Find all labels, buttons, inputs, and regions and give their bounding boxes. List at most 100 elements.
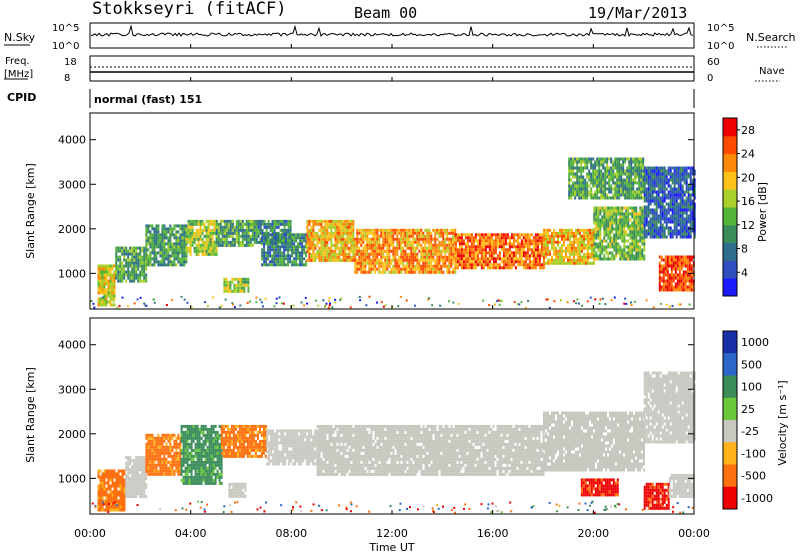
power-cell — [496, 236, 499, 240]
power-cell — [663, 208, 666, 212]
power-cell — [205, 246, 208, 250]
power-cell — [480, 263, 483, 267]
power-cell — [195, 237, 198, 241]
power-cell — [677, 217, 680, 221]
power-cell — [137, 267, 140, 271]
power-cell — [496, 233, 499, 237]
power-cell — [197, 222, 200, 226]
power-cell — [460, 239, 463, 243]
power-cell — [157, 236, 160, 240]
power-cell — [382, 264, 385, 268]
velocity-cell — [115, 478, 118, 482]
power-cell — [673, 175, 676, 179]
power-cell — [647, 181, 650, 185]
power-cell — [454, 248, 457, 252]
power-cell — [639, 206, 642, 210]
power-region — [145, 224, 188, 267]
power-cell — [169, 224, 172, 228]
power-cell — [680, 264, 683, 268]
power-cell — [693, 232, 696, 236]
cpid-strip: CPID normal (fast) 151 — [7, 89, 695, 108]
power-cell — [488, 260, 491, 264]
power-cell — [169, 227, 172, 231]
power-cell — [551, 243, 553, 247]
velocity-cell — [109, 508, 112, 512]
power-cell — [563, 255, 565, 259]
power-cell — [619, 251, 622, 255]
power-cell — [125, 279, 128, 283]
power-cell — [149, 257, 152, 261]
power-cell — [691, 217, 694, 221]
power-cell — [157, 224, 160, 228]
power-cell — [555, 234, 557, 238]
power-cell — [569, 255, 571, 259]
power-cell — [498, 257, 501, 261]
power-cell — [661, 229, 664, 233]
power-cell — [187, 234, 190, 238]
power-cell — [647, 196, 650, 200]
power-cell — [101, 291, 104, 295]
power-cell — [643, 196, 646, 200]
power-cell — [362, 261, 365, 265]
power-cell — [141, 261, 144, 265]
power-cell — [514, 257, 517, 261]
power-cell — [434, 264, 437, 268]
power-cell — [669, 187, 672, 191]
power-cell — [619, 218, 622, 222]
power-cell — [667, 220, 670, 224]
power-cell — [680, 285, 683, 289]
power-cell — [600, 163, 603, 167]
power-cell — [516, 236, 519, 240]
power-cell — [470, 254, 473, 258]
power-cell — [225, 234, 228, 238]
power-cell — [627, 257, 630, 261]
power-cell — [191, 222, 194, 226]
power-cell — [386, 243, 389, 247]
power-cell — [639, 257, 642, 261]
nsky-tick-bottom: 10^0 — [52, 41, 79, 52]
power-cell — [538, 248, 541, 252]
power-cell — [651, 181, 654, 185]
power-cell — [689, 175, 692, 179]
power-cell — [622, 160, 625, 164]
power-cell — [185, 237, 188, 241]
power-cell — [285, 236, 288, 240]
power-cell — [251, 225, 254, 229]
power-cell — [374, 249, 377, 253]
power-cell — [683, 232, 686, 236]
power-cell — [643, 184, 646, 188]
power-cell — [688, 255, 691, 259]
power-cell — [107, 294, 110, 298]
power-cell — [693, 187, 696, 191]
power-cell — [559, 246, 561, 250]
power-cell — [424, 270, 427, 274]
power-cell — [643, 220, 646, 224]
power-cell — [506, 248, 509, 252]
power-cell — [693, 172, 696, 176]
power-cell — [577, 228, 579, 232]
power-cell — [502, 254, 505, 258]
power-cell — [205, 228, 208, 232]
power-cell — [638, 196, 641, 200]
power-cell — [460, 248, 463, 252]
power-cell — [314, 237, 317, 241]
power-cell — [601, 206, 604, 210]
power-cell — [297, 257, 300, 261]
power-cell — [583, 255, 585, 259]
power-cell — [571, 252, 573, 256]
power-cell — [468, 266, 471, 270]
power-cell — [207, 234, 210, 238]
power-cell — [275, 263, 278, 267]
power-cell — [582, 169, 585, 173]
power-cell — [308, 219, 311, 223]
power-cell — [402, 261, 405, 265]
power-cell — [690, 276, 693, 280]
power-cell — [659, 190, 662, 194]
power-cell — [133, 270, 136, 274]
power-cell — [613, 254, 616, 258]
power-cell — [579, 231, 581, 235]
power-cell — [404, 264, 407, 268]
power-cell — [689, 202, 692, 206]
power-cell — [111, 276, 114, 280]
